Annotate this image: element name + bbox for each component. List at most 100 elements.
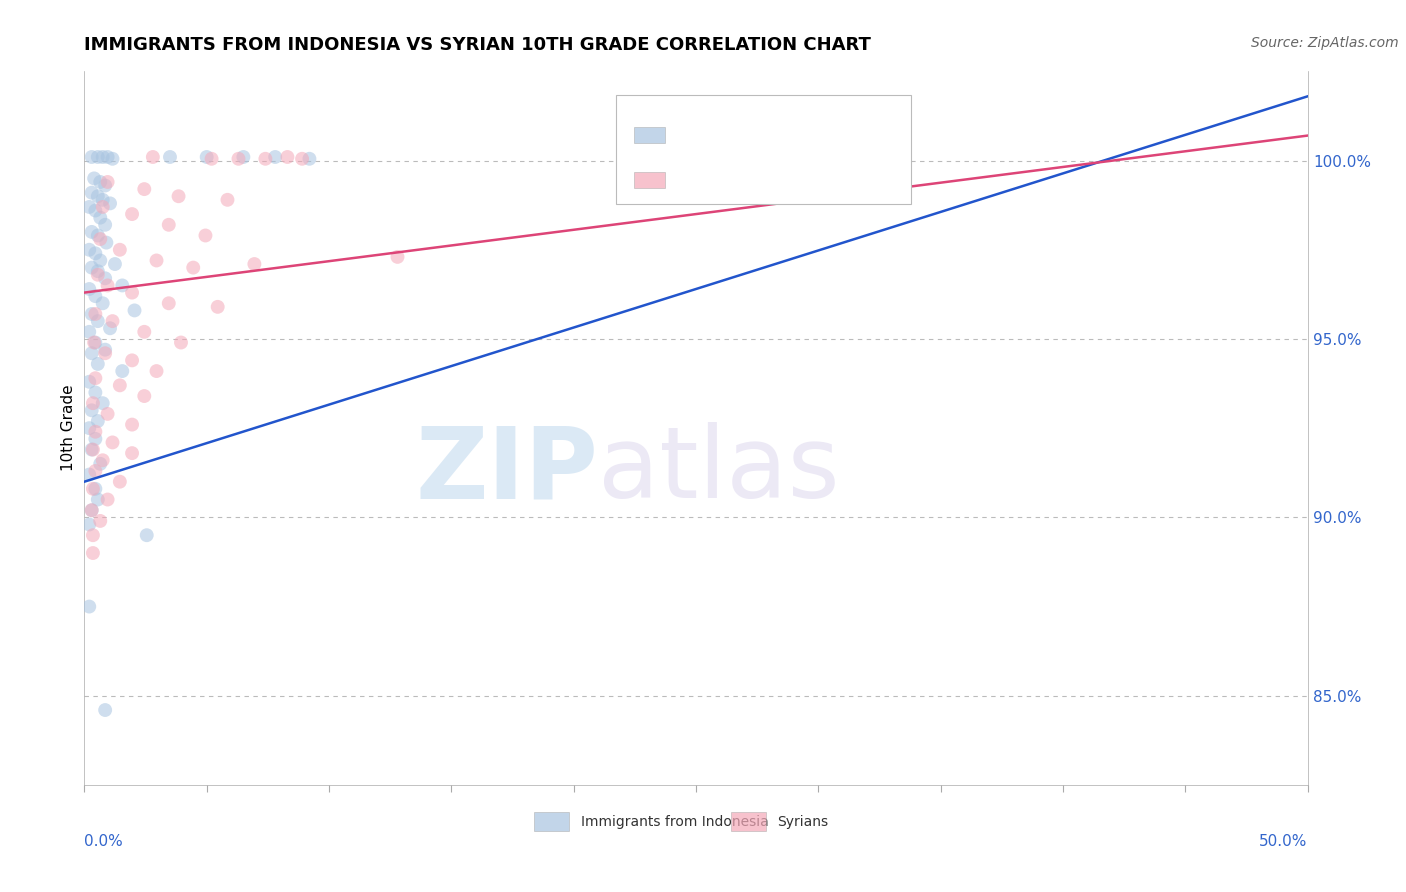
Point xyxy=(84,246,107,260)
Point xyxy=(121,446,143,460)
Point xyxy=(77,325,100,339)
Point xyxy=(97,175,120,189)
Point xyxy=(77,599,100,614)
Point xyxy=(89,253,111,268)
Point xyxy=(80,503,103,517)
Point xyxy=(108,475,131,489)
Point xyxy=(94,218,117,232)
Point xyxy=(80,403,103,417)
Point xyxy=(101,435,124,450)
Point xyxy=(167,189,190,203)
Y-axis label: 10th Grade: 10th Grade xyxy=(60,384,76,472)
Point xyxy=(101,152,124,166)
Point xyxy=(91,150,114,164)
Point xyxy=(200,152,222,166)
Point xyxy=(264,150,287,164)
Text: ZIP: ZIP xyxy=(415,423,598,519)
Point xyxy=(243,257,266,271)
Point xyxy=(181,260,204,275)
Point xyxy=(80,225,103,239)
Point xyxy=(98,321,121,335)
Point xyxy=(80,150,103,164)
Text: Immigrants from Indonesia: Immigrants from Indonesia xyxy=(581,814,769,829)
Point xyxy=(84,482,107,496)
Point xyxy=(83,335,105,350)
Point xyxy=(104,257,127,271)
Point xyxy=(121,207,143,221)
Point xyxy=(94,271,117,285)
Point xyxy=(170,335,193,350)
Point xyxy=(77,375,100,389)
Point xyxy=(157,296,180,310)
Point xyxy=(94,178,117,193)
Point xyxy=(77,421,100,435)
Point xyxy=(84,464,107,478)
Point xyxy=(84,425,107,439)
Point xyxy=(80,307,103,321)
Point xyxy=(91,296,114,310)
Point xyxy=(111,278,134,293)
Point xyxy=(124,303,146,318)
Point xyxy=(84,432,107,446)
Point xyxy=(80,346,103,360)
Point xyxy=(84,371,107,385)
Point xyxy=(82,482,104,496)
Point xyxy=(91,200,114,214)
Point xyxy=(83,171,105,186)
Text: IMMIGRANTS FROM INDONESIA VS SYRIAN 10TH GRADE CORRELATION CHART: IMMIGRANTS FROM INDONESIA VS SYRIAN 10TH… xyxy=(84,36,872,54)
Point xyxy=(207,300,229,314)
Text: Source: ZipAtlas.com: Source: ZipAtlas.com xyxy=(1251,36,1399,50)
Point xyxy=(84,289,107,303)
Point xyxy=(89,175,111,189)
Text: atlas: atlas xyxy=(598,423,839,519)
Point xyxy=(84,385,107,400)
Point xyxy=(84,203,107,218)
Point xyxy=(228,152,250,166)
Point xyxy=(159,150,181,164)
Point xyxy=(134,182,156,196)
Point xyxy=(134,389,156,403)
Point xyxy=(87,264,110,278)
Point xyxy=(77,517,100,532)
Point xyxy=(298,152,321,166)
Point xyxy=(91,396,114,410)
Point xyxy=(97,407,120,421)
Point xyxy=(108,243,131,257)
Point xyxy=(87,228,110,243)
Point xyxy=(82,528,104,542)
Point xyxy=(97,278,120,293)
Point xyxy=(89,211,111,225)
Text: R = 0.293    N = 59: R = 0.293 N = 59 xyxy=(676,128,825,143)
Point xyxy=(77,243,100,257)
Point xyxy=(87,150,110,164)
Point xyxy=(111,364,134,378)
Point xyxy=(194,228,217,243)
Text: 0.0%: 0.0% xyxy=(84,834,124,849)
Point xyxy=(121,353,143,368)
Point xyxy=(87,314,110,328)
Point xyxy=(77,282,100,296)
Point xyxy=(77,200,100,214)
Point xyxy=(98,196,121,211)
Point xyxy=(87,268,110,282)
Point xyxy=(89,232,111,246)
Point xyxy=(87,492,110,507)
Point xyxy=(121,417,143,432)
Point xyxy=(108,378,131,392)
Point xyxy=(94,343,117,357)
Point xyxy=(157,218,180,232)
Point xyxy=(94,703,117,717)
Point xyxy=(82,546,104,560)
Point xyxy=(94,346,117,360)
Point xyxy=(80,442,103,457)
Point xyxy=(91,193,114,207)
Point xyxy=(80,503,103,517)
Point xyxy=(291,152,314,166)
Point xyxy=(80,186,103,200)
Point xyxy=(145,364,167,378)
Point xyxy=(82,442,104,457)
Text: R = 0.354    N = 52: R = 0.354 N = 52 xyxy=(676,172,825,187)
Point xyxy=(135,528,157,542)
Point xyxy=(142,150,165,164)
Point xyxy=(145,253,167,268)
